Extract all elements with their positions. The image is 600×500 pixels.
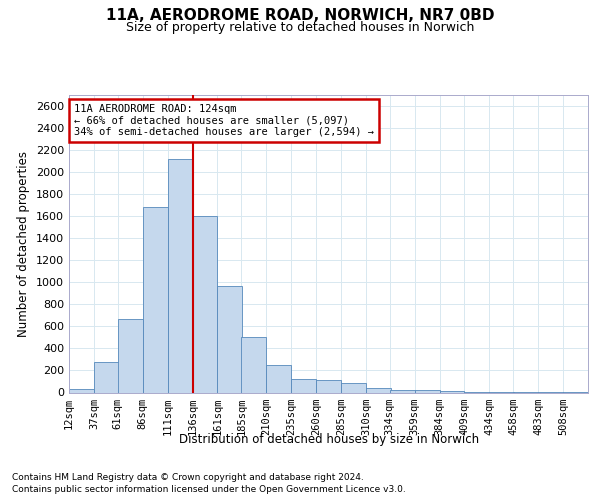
Bar [69,389,94,392]
Bar [143,208,167,392]
Bar [390,390,415,392]
Bar [94,362,119,392]
Bar [366,388,391,392]
Text: 11A AERODROME ROAD: 124sqm
← 66% of detached houses are smaller (5,097)
34% of s: 11A AERODROME ROAD: 124sqm ← 66% of deta… [74,104,374,137]
Bar [241,338,266,392]
Bar [266,365,291,392]
Text: 11A, AERODROME ROAD, NORWICH, NR7 0BD: 11A, AERODROME ROAD, NORWICH, NR7 0BD [106,8,494,22]
Y-axis label: Number of detached properties: Number of detached properties [17,151,31,337]
Bar [291,380,316,392]
Bar [118,318,143,392]
Bar [341,382,366,392]
Bar [440,391,464,392]
Bar [193,216,217,392]
Text: Size of property relative to detached houses in Norwich: Size of property relative to detached ho… [126,21,474,34]
Text: Contains HM Land Registry data © Crown copyright and database right 2024.: Contains HM Land Registry data © Crown c… [12,472,364,482]
Bar [167,159,193,392]
Text: Contains public sector information licensed under the Open Government Licence v3: Contains public sector information licen… [12,485,406,494]
Bar [415,390,440,392]
Text: Distribution of detached houses by size in Norwich: Distribution of detached houses by size … [179,432,479,446]
Bar [316,380,341,392]
Bar [217,286,242,393]
